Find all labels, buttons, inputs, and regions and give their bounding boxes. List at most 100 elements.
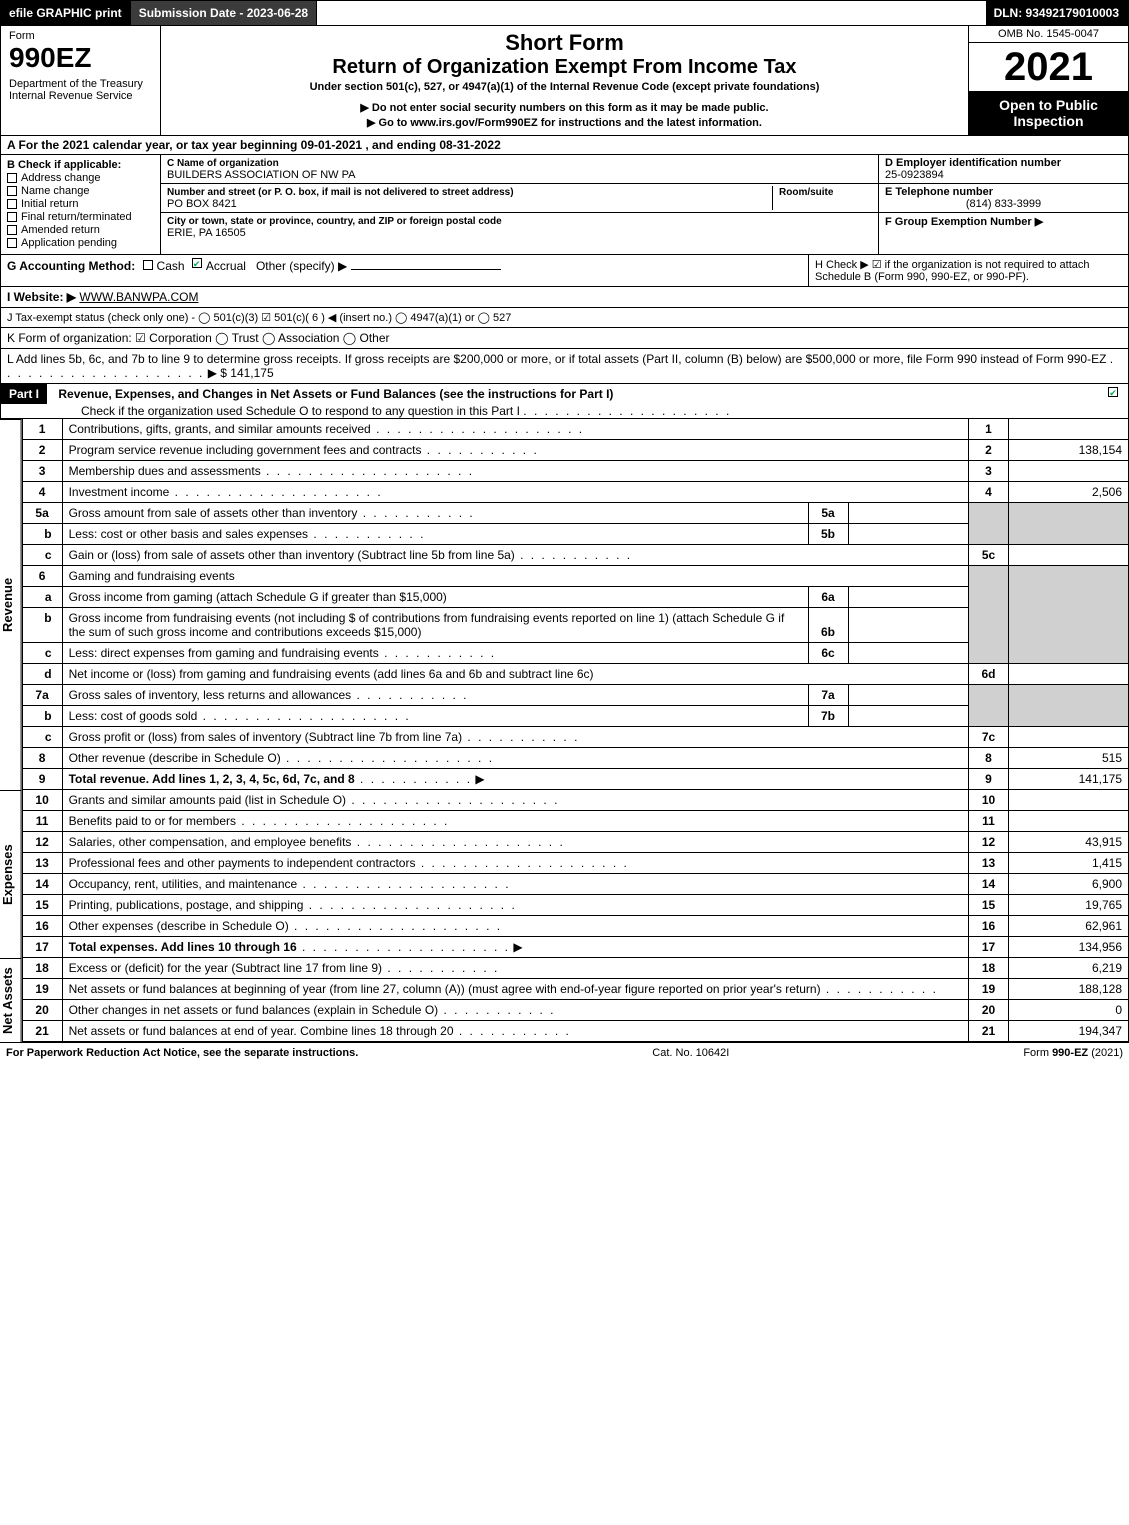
part1-header-row: Part I Revenue, Expenses, and Changes in… (0, 384, 1129, 419)
line-1-amt (1009, 419, 1129, 440)
chk-label-4: Amended return (21, 224, 100, 236)
checkbox-icon (7, 225, 17, 235)
line-14-amt: 6,900 (1009, 874, 1129, 895)
part1-checkbox[interactable] (1098, 384, 1128, 405)
g-accrual: Accrual (206, 259, 246, 273)
h-schedule-b: H Check ▶ ☑ if the organization is not r… (808, 255, 1128, 286)
part1-badge: Part I (1, 384, 47, 404)
form-header: Form 990EZ Department of the Treasury In… (0, 26, 1129, 136)
open-inspection: Open to Public Inspection (969, 91, 1128, 135)
g-other: Other (specify) ▶ (256, 259, 347, 273)
line-5b-label: Less: cost or other basis and sales expe… (63, 524, 808, 544)
revenue-table: 1Contributions, gifts, grants, and simil… (22, 419, 1129, 790)
col-c-name-address: C Name of organization BUILDERS ASSOCIAT… (161, 155, 878, 254)
header-mid: Short Form Return of Organization Exempt… (161, 26, 968, 135)
line-9-amt: 141,175 (1009, 769, 1129, 790)
expenses-table: 10Grants and similar amounts paid (list … (22, 790, 1129, 958)
top-bar: efile GRAPHIC print Submission Date - 20… (0, 0, 1129, 26)
line-12-label: Salaries, other compensation, and employ… (62, 832, 968, 853)
d-ein-label: D Employer identification number (885, 157, 1061, 169)
line-8-label: Other revenue (describe in Schedule O) (62, 748, 968, 769)
chk-name-change[interactable]: Name change (7, 185, 154, 197)
org-street: PO BOX 8421 (167, 198, 237, 210)
line-20-label: Other changes in net assets or fund bala… (62, 1000, 968, 1021)
line-16-amt: 62,961 (1009, 916, 1129, 937)
checkbox-icon (7, 186, 17, 196)
line-21-amt: 194,347 (1009, 1021, 1129, 1042)
dln: DLN: 93492179010003 (986, 1, 1128, 25)
org-name: BUILDERS ASSOCIATION OF NW PA (167, 169, 355, 181)
line-7c-label: Gross profit or (loss) from sales of inv… (62, 727, 968, 748)
dots (523, 404, 731, 418)
line-12-amt: 43,915 (1009, 832, 1129, 853)
phone-value: (814) 833-3999 (885, 198, 1122, 210)
line-20-amt: 0 (1009, 1000, 1129, 1021)
l-amount: $ 141,175 (220, 366, 273, 380)
subtitle-3: ▶ Go to www.irs.gov/Form990EZ for instru… (169, 116, 960, 129)
line-6-label: Gaming and fundraising events (62, 566, 968, 587)
short-form-title: Short Form (169, 30, 960, 56)
part1-check-text: Check if the organization used Schedule … (1, 404, 520, 418)
line-num: 1 (22, 419, 62, 440)
header-left: Form 990EZ Department of the Treasury In… (1, 26, 161, 135)
line-4-label: Investment income (62, 482, 968, 503)
chk-amended-return[interactable]: Amended return (7, 224, 154, 236)
line-5c-label: Gain or (loss) from sale of assets other… (62, 545, 968, 566)
chk-initial-return[interactable]: Initial return (7, 198, 154, 210)
line-13-amt: 1,415 (1009, 853, 1129, 874)
line-2-label: Program service revenue including govern… (62, 440, 968, 461)
line-7b-label: Less: cost of goods sold (63, 706, 808, 726)
chk-final-return[interactable]: Final return/terminated (7, 211, 154, 223)
g-other-blank[interactable] (351, 269, 501, 270)
line-18-amt: 6,219 (1009, 958, 1129, 979)
line-1-label: Contributions, gifts, grants, and simila… (62, 419, 968, 440)
net-assets-section: Net Assets 18Excess or (deficit) for the… (0, 958, 1129, 1042)
g-label: G Accounting Method: (7, 259, 135, 273)
chk-application-pending[interactable]: Application pending (7, 237, 154, 249)
c-street-label: Number and street (or P. O. box, if mail… (167, 187, 514, 198)
line-19-label: Net assets or fund balances at beginning… (62, 979, 968, 1000)
form-word: Form (9, 30, 152, 42)
efile-label[interactable]: efile GRAPHIC print (1, 1, 131, 25)
line-6c-label: Less: direct expenses from gaming and fu… (63, 643, 808, 663)
entity-block: B Check if applicable: Address change Na… (0, 155, 1129, 255)
side-revenue: Revenue (0, 419, 22, 790)
chk-label-1: Name change (21, 185, 90, 197)
f-group-label: F Group Exemption Number ▶ (885, 216, 1043, 228)
footer-left: For Paperwork Reduction Act Notice, see … (6, 1047, 358, 1059)
checkbox-icon (7, 238, 17, 248)
checkbox-icon (7, 199, 17, 209)
e-phone-label: E Telephone number (885, 186, 993, 198)
g-cash: Cash (157, 259, 185, 273)
expenses-section: Expenses 10Grants and similar amounts pa… (0, 790, 1129, 958)
page-footer: For Paperwork Reduction Act Notice, see … (0, 1042, 1129, 1063)
line-17-amt: 134,956 (1009, 937, 1129, 958)
checkbox-checked-icon[interactable] (192, 258, 202, 268)
line-19-amt: 188,128 (1009, 979, 1129, 1000)
chk-label-0: Address change (21, 172, 101, 184)
org-city: ERIE, PA 16505 (167, 227, 246, 239)
omb-number: OMB No. 1545-0047 (969, 26, 1128, 43)
b-label: B Check if applicable: (7, 159, 154, 171)
checkbox-icon (7, 173, 17, 183)
tax-year: 2021 (969, 43, 1128, 91)
form-number: 990EZ (9, 42, 152, 74)
g-accounting: G Accounting Method: Cash Accrual Other … (1, 255, 808, 286)
net-assets-table: 18Excess or (deficit) for the year (Subt… (22, 958, 1129, 1042)
k-form-org-row: K Form of organization: ☑ Corporation ◯ … (0, 328, 1129, 349)
g-h-row: G Accounting Method: Cash Accrual Other … (0, 255, 1129, 287)
col-b-checkboxes: B Check if applicable: Address change Na… (1, 155, 161, 254)
line-14-label: Occupancy, rent, utilities, and maintena… (62, 874, 968, 895)
line-18-label: Excess or (deficit) for the year (Subtra… (62, 958, 968, 979)
subtitle-1: Under section 501(c), 527, or 4947(a)(1)… (169, 81, 960, 93)
line-15-label: Printing, publications, postage, and shi… (62, 895, 968, 916)
l-gross-receipts-row: L Add lines 5b, 6c, and 7b to line 9 to … (0, 349, 1129, 384)
footer-cat: Cat. No. 10642I (652, 1047, 729, 1059)
chk-label-2: Initial return (21, 198, 78, 210)
chk-address-change[interactable]: Address change (7, 172, 154, 184)
header-right: OMB No. 1545-0047 2021 Open to Public In… (968, 26, 1128, 135)
checkbox-icon[interactable] (143, 260, 153, 270)
website-value[interactable]: WWW.BANWPA.COM (79, 290, 198, 304)
line-2-amt: 138,154 (1009, 440, 1129, 461)
checkbox-checked-icon (1108, 387, 1118, 397)
